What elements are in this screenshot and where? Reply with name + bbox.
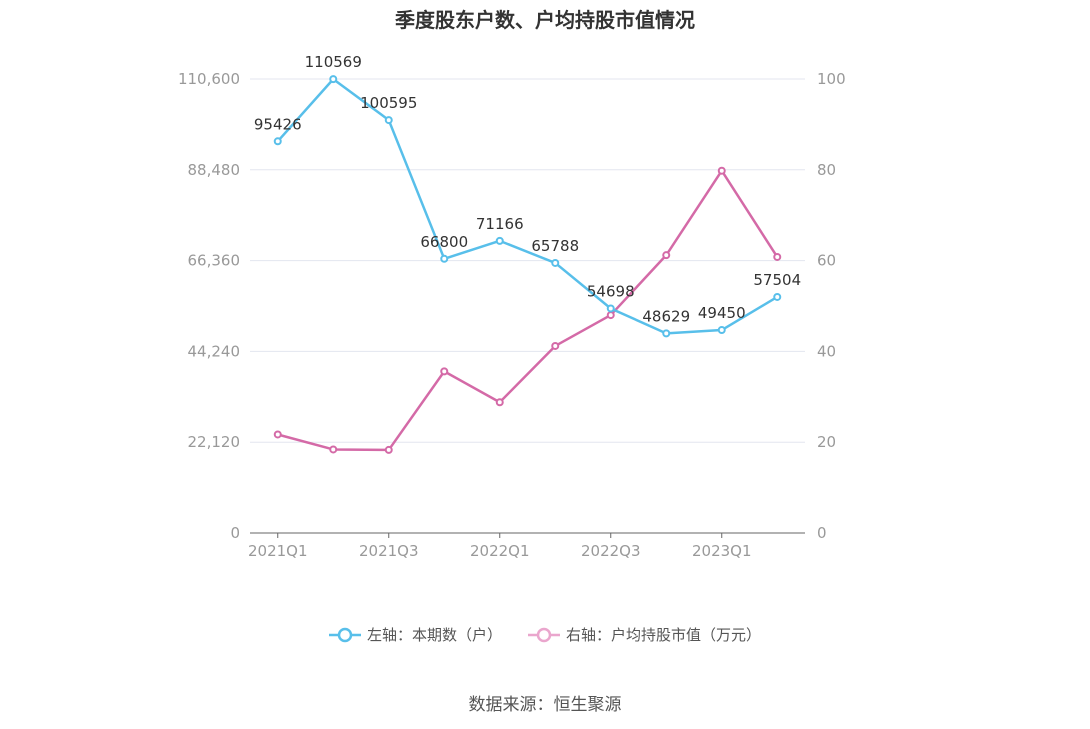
- series-right-point: [773, 252, 782, 261]
- legend-label-right: 右轴：户均持股市值（万元）: [566, 626, 762, 644]
- legend: 左轴：本期数（户） 右轴：户均持股市值（万元）: [0, 624, 1090, 645]
- x-tick-label: 2022Q1: [470, 542, 530, 560]
- series-right-point: [551, 341, 560, 350]
- series-left-point: [551, 258, 560, 267]
- chart-title: 季度股东户数、户均持股市值情况: [395, 8, 695, 32]
- y-right-tick-label: 20: [817, 433, 836, 451]
- series-right-point: [606, 311, 615, 320]
- series-right-point: [495, 398, 504, 407]
- data-label: 48629: [642, 307, 690, 325]
- series-left-group: [273, 75, 782, 338]
- x-tick-label: 2021Q1: [248, 542, 308, 560]
- y-right-tick-label: 80: [817, 161, 836, 179]
- y-right-tick-label: 40: [817, 342, 836, 360]
- data-label: 66800: [420, 233, 468, 251]
- series-left-point: [329, 75, 338, 84]
- data-label: 65788: [531, 237, 579, 255]
- data-label: 110569: [305, 53, 362, 71]
- series-left-point: [773, 292, 782, 301]
- series-right-point: [717, 166, 726, 175]
- x-tick-label: 2021Q3: [359, 542, 419, 560]
- x-tick-label: 2023Q1: [692, 542, 752, 560]
- series-left-point: [662, 329, 671, 338]
- y-right-tick-label: 0: [817, 524, 827, 542]
- y-left-tick-label: 88,480: [188, 161, 241, 179]
- data-label: 95426: [254, 115, 302, 133]
- legend-marker-right-icon: [528, 627, 560, 642]
- series-left-point: [440, 254, 449, 263]
- data-label: 71166: [476, 215, 524, 233]
- legend-marker-left-icon: [328, 627, 361, 642]
- series-left-point: [495, 236, 504, 245]
- series-right-point: [440, 367, 449, 376]
- x-tick-label: 2022Q3: [581, 542, 641, 560]
- series-right-group: [273, 166, 782, 454]
- data-label: 57504: [753, 271, 801, 289]
- data-labels-group: 95426 110569 100595 66800 71166 65788 54698 486…: [254, 53, 801, 325]
- series-left-point: [606, 304, 615, 313]
- y-left-tick-label: 44,240: [188, 342, 241, 360]
- series-left-point: [273, 137, 282, 146]
- data-label: 100595: [360, 94, 417, 112]
- left-axis-ticks: 0 22,120 44,240 66,360 88,480 110,600: [178, 70, 240, 542]
- series-right-point: [273, 430, 282, 439]
- grid-lines: [250, 78, 805, 443]
- series-right-line: [277, 169, 779, 452]
- series-right-point: [662, 251, 671, 260]
- y-right-tick-label: 100: [817, 70, 846, 88]
- y-left-tick-label: 66,360: [188, 252, 241, 270]
- legend-item-right[interactable]: 右轴：户均持股市值（万元）: [528, 624, 761, 645]
- y-left-tick-label: 0: [230, 524, 240, 542]
- right-axis-ticks: 0 20 40 60 80 100: [817, 70, 846, 542]
- data-label: 54698: [587, 282, 635, 300]
- y-left-tick-label: 22,120: [188, 433, 241, 451]
- series-left-line: [276, 77, 778, 335]
- data-label: 49450: [698, 304, 746, 322]
- series-right-point: [329, 445, 338, 454]
- y-left-tick-label: 110,600: [178, 70, 240, 88]
- legend-label-left: 左轴：本期数（户）: [366, 626, 502, 644]
- x-axis: 2021Q1 2021Q3 2022Q1 2022Q3 2023Q1: [248, 532, 805, 560]
- y-right-tick-label: 60: [817, 252, 836, 270]
- series-left-point: [717, 326, 726, 335]
- series-right-point: [384, 445, 393, 454]
- legend-item-left[interactable]: 左轴：本期数（户）: [328, 624, 502, 645]
- data-source: 数据来源：恒生聚源: [468, 695, 622, 715]
- series-left-point: [384, 116, 393, 125]
